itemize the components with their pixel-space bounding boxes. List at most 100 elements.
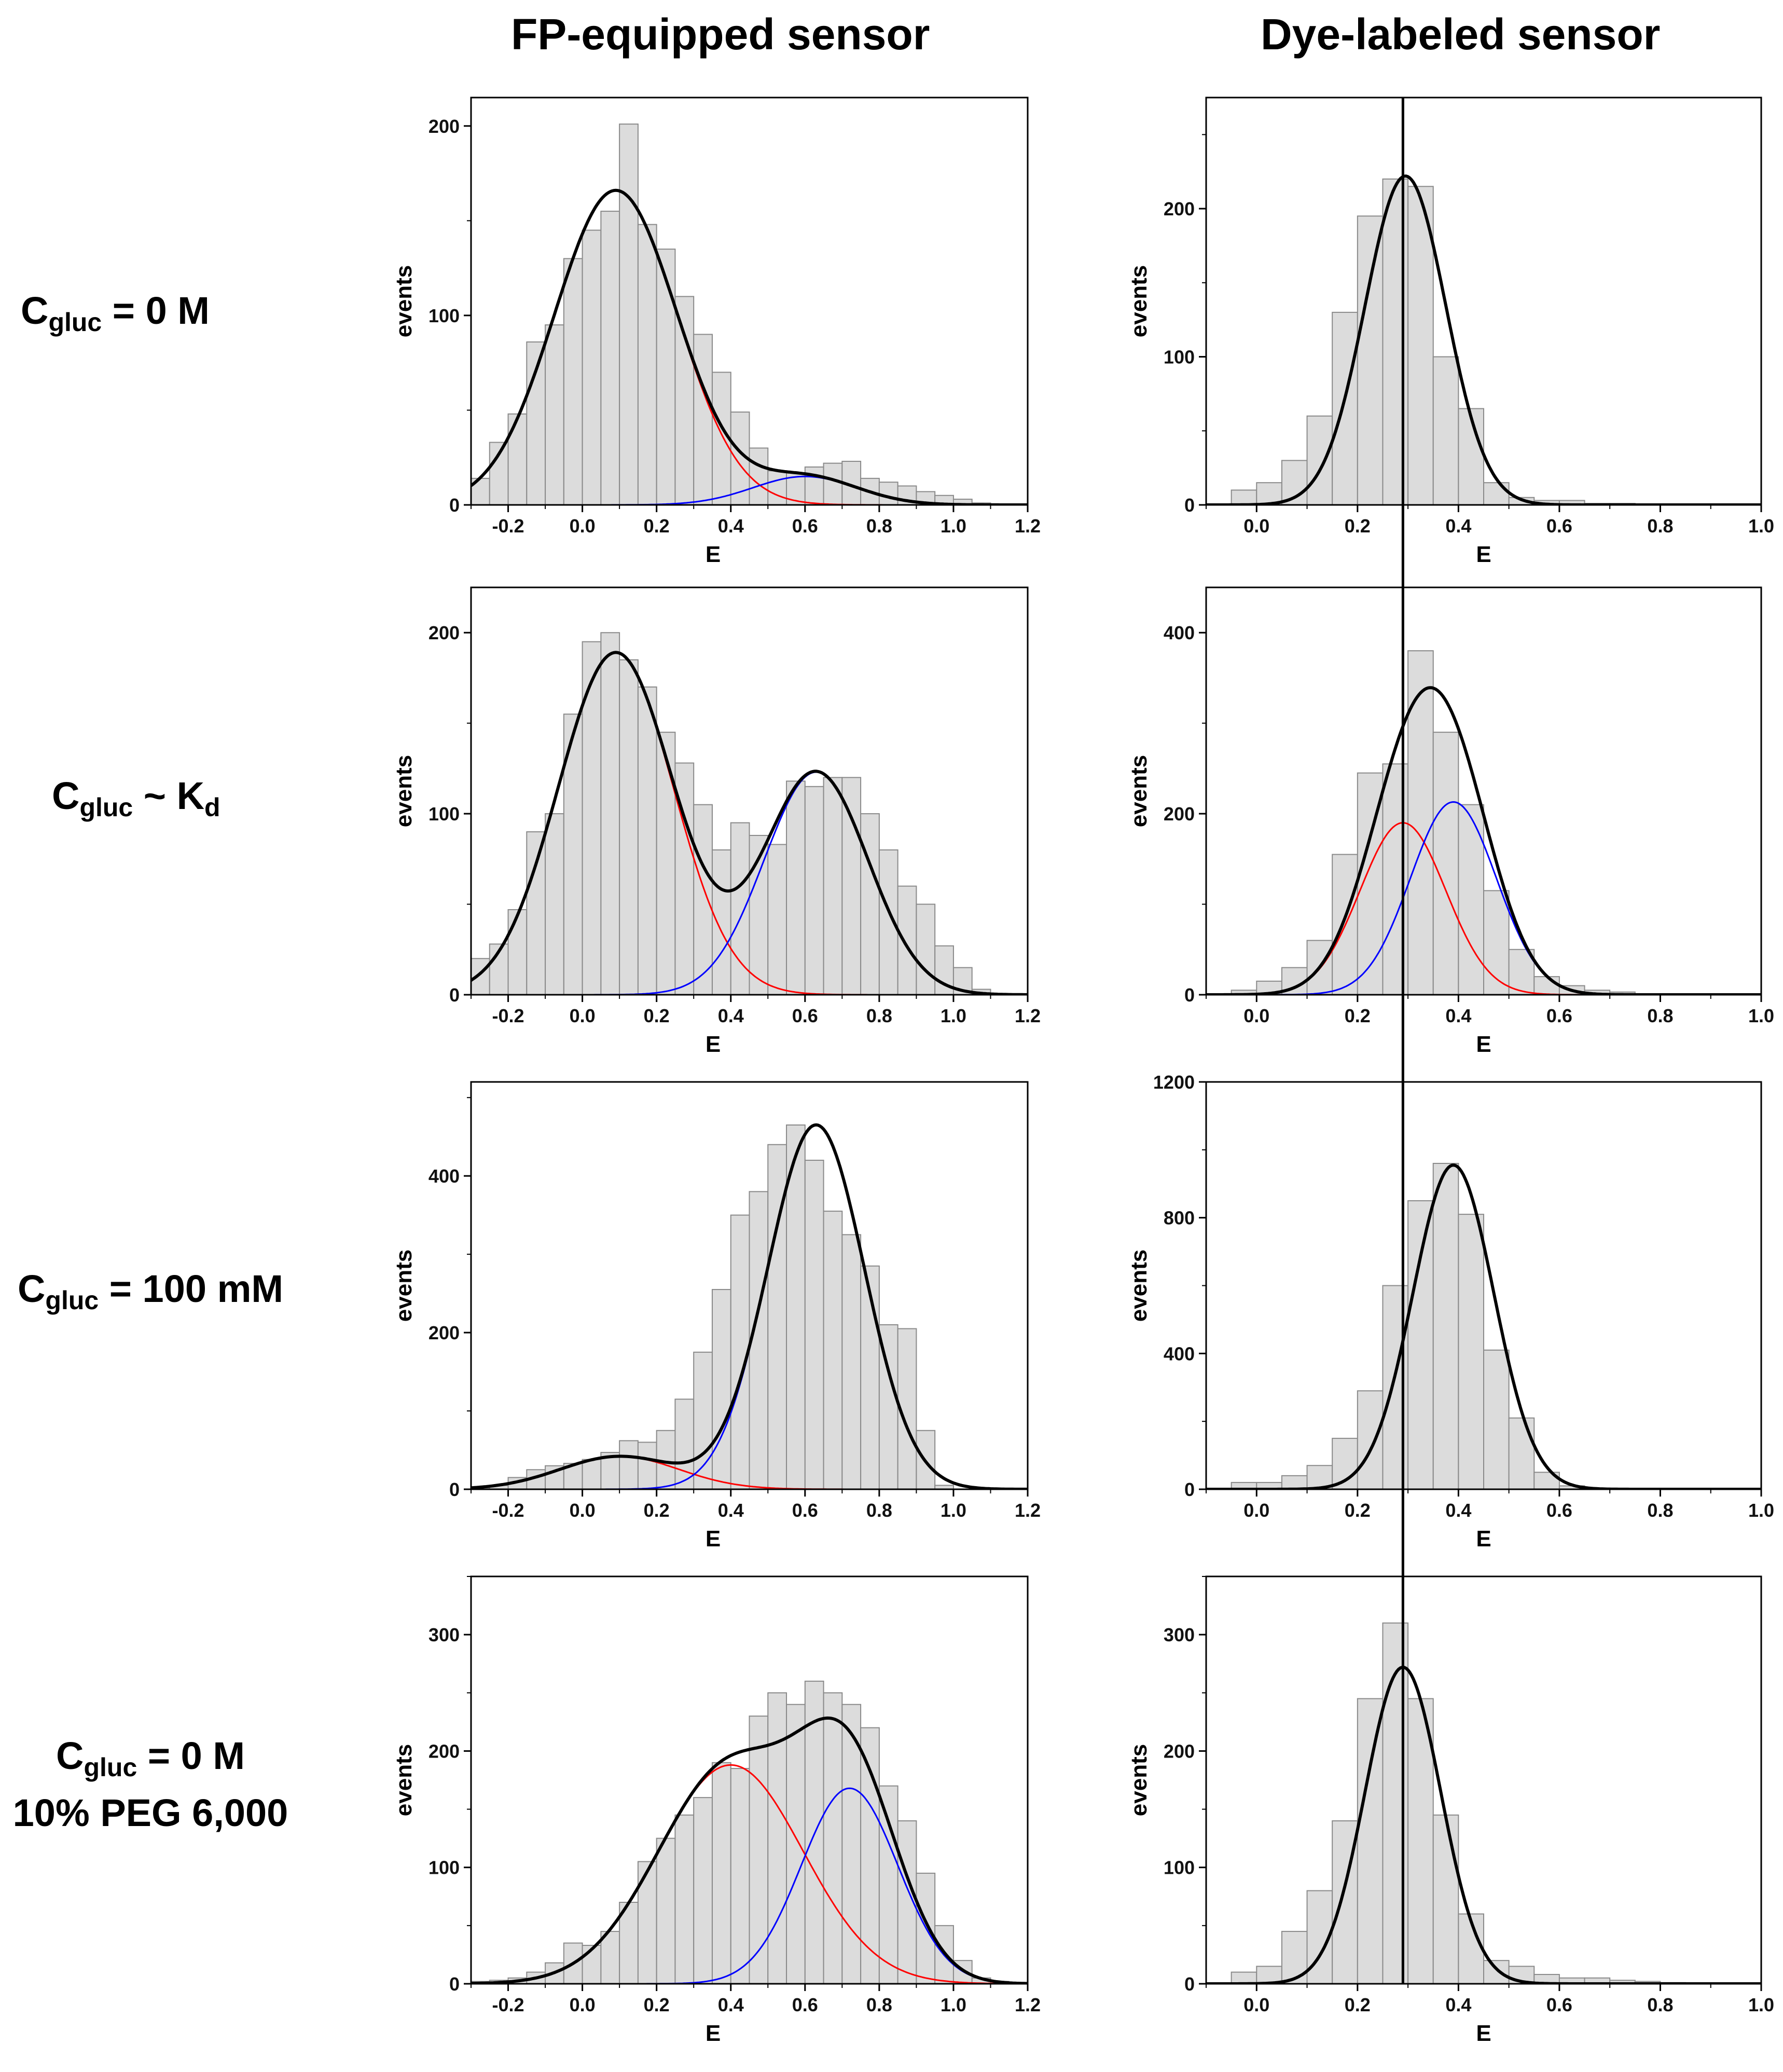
- x-tick-label: -0.2: [492, 515, 524, 537]
- histogram-bar: [804, 1159, 824, 1489]
- histogram-bar: [916, 903, 936, 995]
- x-axis-label: E: [706, 1032, 721, 1057]
- panel-fp-peg: -0.2 0.0 0.2 0.4 0.6 0.8 1.0 1.2 0 100 200 300 Eeven…: [391, 1575, 1041, 2046]
- histogram-bar: [1231, 1971, 1257, 1984]
- histogram-bar: [860, 1727, 880, 1984]
- histogram-bar: [841, 1234, 862, 1489]
- x-tick-label: -0.2: [492, 1500, 524, 1521]
- histogram-bar: [804, 786, 824, 995]
- bar-group: [471, 124, 991, 505]
- histogram-bar: [841, 777, 862, 995]
- histogram-bar: [582, 1459, 602, 1489]
- y-axis-label: events: [1126, 755, 1152, 827]
- x-tick-label: 0.2: [1345, 1994, 1371, 2015]
- histogram-bar: [619, 659, 639, 995]
- x-tick-label: 0.0: [570, 1500, 596, 1521]
- y-tick-label: 100: [1164, 1857, 1195, 1878]
- x-axis-label: E: [706, 542, 721, 567]
- histogram-bar: [600, 632, 620, 995]
- histogram-bar: [823, 1692, 843, 1984]
- histogram-bar: [860, 1265, 880, 1489]
- histogram-bar: [1458, 1214, 1484, 1489]
- bar-group: [1231, 1622, 1687, 1984]
- histogram-bar: [823, 1211, 843, 1489]
- row-label-main: C: [56, 1734, 84, 1777]
- x-tick-label: 0.2: [644, 515, 670, 537]
- x-tick-label: 0.6: [1546, 1500, 1572, 1521]
- y-tick-label: 100: [429, 803, 460, 825]
- histogram-bar: [674, 1814, 695, 1984]
- fit-curve-total: [1206, 174, 1761, 505]
- x-tick-label: 0.6: [1546, 1994, 1572, 2015]
- x-tick-label: 0.6: [792, 515, 818, 537]
- x-tick-label: 1.0: [941, 1500, 966, 1521]
- fit-curves: [1206, 174, 1761, 505]
- histogram-bar: [693, 804, 713, 995]
- x-tick-label: 0.8: [1647, 1994, 1673, 2015]
- x-tick-label: 0.6: [792, 1005, 818, 1026]
- x-tick-label: 1.2: [1015, 1994, 1041, 2015]
- histogram-bar: [1533, 1472, 1560, 1489]
- bar-group: [471, 1680, 1010, 1984]
- histogram-bar: [823, 462, 843, 505]
- fit-curve-high: [471, 1787, 1028, 1984]
- histogram-bar: [656, 732, 676, 995]
- x-tick-label: 0.0: [1243, 515, 1269, 537]
- fit-curves: [471, 1123, 1028, 1489]
- histogram-bar: [637, 1442, 657, 1489]
- x-tick-label: 1.0: [1748, 1005, 1774, 1026]
- x-axis-label: E: [1476, 542, 1491, 567]
- histogram-bar: [786, 780, 806, 995]
- x-axis-label: E: [1476, 2021, 1491, 2046]
- row-label-main: C: [17, 1267, 46, 1310]
- row-label-rest: = 100 mM: [99, 1267, 284, 1310]
- title-dye-sensor: Dye-labeled sensor: [1261, 10, 1661, 59]
- x-axis-label: E: [1476, 1032, 1491, 1057]
- x-tick-label: 0.2: [1345, 515, 1371, 537]
- x-tick-label: 0.0: [570, 1994, 596, 2015]
- x-tick-label: 0.4: [1445, 1005, 1471, 1026]
- x-tick-label: 0.4: [1445, 1994, 1471, 2015]
- y-tick-label: 0: [449, 1973, 460, 1995]
- histogram-bar: [730, 1768, 750, 1984]
- histogram-bar: [1357, 215, 1384, 505]
- row-label-sub: gluc: [45, 1286, 99, 1315]
- x-tick-label: 0.6: [1546, 1005, 1572, 1026]
- row-label-3: Cgluc = 0 M 10% PEG 6,000: [0, 1733, 301, 1836]
- histogram-bar: [1357, 1390, 1384, 1489]
- y-tick-label: 0: [1184, 1973, 1195, 1995]
- x-tick-label: 0.8: [866, 515, 892, 537]
- histogram-bar: [711, 1289, 731, 1489]
- plot-frame: [470, 1081, 1029, 1490]
- plot-frame: [1205, 1575, 1762, 1985]
- x-tick-label: 0.0: [570, 515, 596, 537]
- fit-curve-total: [1206, 686, 1761, 995]
- histogram-bar: [1407, 186, 1434, 505]
- y-tick-label: 200: [429, 1322, 460, 1343]
- y-tick-label: 800: [1164, 1207, 1195, 1229]
- histogram-bar: [786, 1124, 806, 1489]
- x-tick-label: 0.2: [1345, 1500, 1371, 1521]
- x-tick-label: 0.4: [718, 1005, 744, 1026]
- histogram-bar: [1458, 804, 1484, 995]
- histogram-bar: [656, 1837, 676, 1984]
- x-tick-label: 0.2: [644, 1994, 670, 2015]
- x-tick-label: 1.0: [941, 1005, 966, 1026]
- histogram-bar: [1483, 482, 1510, 505]
- y-tick-label: 200: [1164, 1740, 1195, 1762]
- histogram-bar: [1432, 732, 1459, 995]
- histogram-bar: [1432, 1814, 1459, 1984]
- fit-curve-total: [1206, 1665, 1761, 1984]
- plot-frame: [470, 586, 1029, 996]
- x-tick-label: 0.6: [792, 1994, 818, 2015]
- y-tick-label: 400: [1164, 1343, 1195, 1364]
- fit-curves: [471, 188, 1028, 505]
- histogram-bar: [674, 1398, 695, 1489]
- histogram-bar: [563, 258, 583, 505]
- histogram-bar: [767, 844, 787, 995]
- x-tick-label: -0.2: [492, 1994, 524, 2015]
- histogram-bar: [767, 1692, 787, 1984]
